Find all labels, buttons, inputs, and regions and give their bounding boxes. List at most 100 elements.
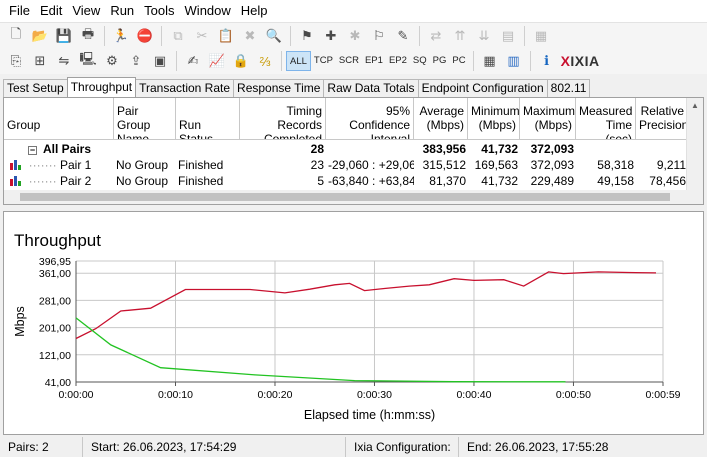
col-measured-time[interactable]: Measured Time (sec)	[576, 98, 636, 140]
link-icon[interactable]: ⇋	[58, 53, 70, 68]
run-status: Finished	[178, 174, 224, 188]
endpoint-icon[interactable]: ⎘	[10, 53, 22, 68]
chart-view-icon[interactable]: ▥	[507, 53, 520, 68]
menu-bar: File Edit View Run Tools Window Help	[0, 0, 707, 22]
col-run-status[interactable]: Run Status	[176, 98, 240, 140]
copy-icon[interactable]: ⧉	[173, 27, 183, 43]
tab-throughput[interactable]: Throughput	[66, 77, 137, 97]
table-row[interactable]: ······· Pair 1 No Group Finished 23 -29,…	[4, 157, 688, 173]
pair-group-name: No Group	[116, 158, 169, 172]
timing-records: 5	[317, 174, 324, 188]
lock-icon[interactable]: 🔒	[232, 53, 250, 68]
info-icon[interactable]: ℹ	[544, 53, 550, 68]
menu-file[interactable]: File	[9, 3, 30, 18]
average: 81,370	[429, 174, 466, 188]
y-tick-label: 281,00	[39, 295, 71, 307]
col-maximum[interactable]: Maximum (Mbps)	[520, 98, 576, 140]
menu-tools[interactable]: Tools	[144, 3, 175, 18]
edit-script-icon[interactable]: ✍	[187, 53, 199, 68]
menu-view[interactable]: View	[72, 3, 101, 18]
edit-pair-icon[interactable]: ✎	[397, 27, 409, 43]
tab-endpoint-configuration[interactable]: Endpoint Configuration	[417, 79, 548, 97]
throughput-chart: Throughput 41,00 121,00 201,00 281,00 361,003…	[13, 231, 681, 422]
col-timing-records[interactable]: Timing Records Completed	[240, 98, 326, 140]
summary-maximum: 372,093	[530, 142, 574, 156]
cut-icon[interactable]: ✂	[196, 27, 208, 43]
numbered-list-icon[interactable]: ⅔	[259, 53, 271, 69]
filter-pc-button[interactable]: PC	[452, 55, 466, 66]
chart-icon[interactable]: 📈	[208, 53, 226, 68]
menu-run[interactable]: Run	[110, 3, 135, 18]
minimum: 41,732	[481, 174, 518, 188]
monitor-icon[interactable]: 🖳	[79, 51, 97, 66]
secondary-toolbar: ⎘ ⊞ ⇋ 🖳 ⚙ ⇪ ▣ ✍ 📈 🔒 ⅔ ALL TCP SCR EP1 EP…	[0, 48, 707, 74]
pair-icon[interactable]: ⚑	[301, 27, 313, 43]
report-icon[interactable]: ▣	[153, 53, 167, 68]
tab-transaction-rate[interactable]: Transaction Rate	[135, 79, 235, 97]
x-tick-label: 0:00:59	[645, 389, 680, 401]
multicast-icon[interactable]: ✱	[349, 27, 361, 43]
group-icon[interactable]: ⚐	[373, 27, 385, 43]
filter-scr-button[interactable]: SCR	[338, 55, 359, 66]
col-group[interactable]: Group	[4, 98, 114, 140]
tab-test-setup[interactable]: Test Setup	[3, 79, 68, 97]
col-pair-group-name[interactable]: Pair Group Name	[114, 98, 176, 140]
move-up-icon[interactable]: ⇈	[454, 27, 466, 43]
table-row[interactable]: ······· Pair 2 No Group Finished 5 -63,8…	[4, 173, 688, 189]
run-icon[interactable]: 🏃	[112, 27, 130, 43]
export-icon[interactable]: ⇪	[130, 53, 142, 68]
filter-ep1-button[interactable]: EP1	[364, 55, 383, 66]
tab-response-time[interactable]: Response Time	[233, 79, 325, 97]
filter-sq-button[interactable]: SQ	[412, 55, 427, 66]
pair-chart-icon	[10, 174, 22, 186]
grid-horizontal-scrollbar[interactable]	[4, 190, 703, 204]
confidence-interval: -29,060 : +29,060	[328, 158, 414, 172]
tab-raw-data-totals[interactable]: Raw Data Totals	[323, 79, 419, 97]
col-relative-precision[interactable]: Relative Precision	[636, 98, 688, 140]
scroll-thumb[interactable]	[20, 193, 670, 201]
grid-vertical-scrollbar[interactable]: ▲	[686, 98, 703, 192]
delete-icon[interactable]: ✖	[244, 27, 256, 43]
col-minimum[interactable]: Minimum (Mbps)	[468, 98, 520, 140]
scroll-up-icon[interactable]: ▲	[691, 101, 699, 110]
status-pairs: Pairs: 2	[0, 437, 83, 457]
tab-802-11[interactable]: 802.11	[546, 79, 591, 97]
menu-window[interactable]: Window	[184, 3, 231, 18]
print-icon[interactable]: 🖶	[81, 25, 95, 41]
paste-icon[interactable]: 📋	[217, 27, 235, 43]
measured-time: 49,158	[597, 174, 634, 188]
swap-icon[interactable]: ⇄	[430, 27, 442, 43]
col-average[interactable]: Average (Mbps)	[414, 98, 468, 140]
summary-average: 383,956	[422, 142, 466, 156]
menu-edit[interactable]: Edit	[39, 3, 63, 18]
new-file-icon[interactable]: 🗋	[10, 25, 22, 41]
filter-tcp-button[interactable]: TCP	[313, 55, 333, 66]
x-axis-label: Elapsed time (h:mm:ss)	[304, 408, 435, 422]
ixia-logo: XIXIA	[560, 53, 600, 69]
collapse-icon[interactable]: −	[28, 145, 37, 155]
y-tick-label: 201,00	[39, 323, 71, 335]
grid-icon[interactable]: ▦	[534, 27, 548, 43]
menu-help[interactable]: Help	[240, 3, 268, 18]
pair-label: Pair 2	[59, 174, 92, 188]
move-down-icon[interactable]: ⇊	[478, 27, 490, 43]
summary-row[interactable]: − All Pairs 28 383,956 41,732 372,093	[4, 141, 576, 157]
relative-precision: 78,456	[649, 174, 686, 188]
stop-icon[interactable]: ⛔	[136, 27, 154, 43]
col-confidence-interval[interactable]: 95% Confidence Interval	[326, 98, 414, 140]
status-start: Start: 26.06.2023, 17:54:29	[83, 437, 346, 457]
filter-ep2-button[interactable]: EP2	[388, 55, 407, 66]
network-icon[interactable]: ⊞	[34, 53, 46, 68]
add-pair-icon[interactable]: ✚	[325, 27, 337, 43]
filter-all-button[interactable]: ALL	[286, 51, 311, 71]
x-tick-label: 0:00:20	[257, 389, 292, 401]
open-folder-icon[interactable]: 📂	[31, 27, 49, 43]
filter-pg-button[interactable]: PG	[432, 55, 447, 66]
save-icon[interactable]: 💾	[55, 27, 73, 43]
table-icon[interactable]: ▦	[483, 53, 496, 68]
hardware-icon[interactable]: ⚙	[106, 53, 118, 68]
status-bar: Pairs: 2 Start: 26.06.2023, 17:54:29 Ixi…	[0, 437, 707, 457]
y-axis-label: Mbps	[13, 306, 27, 337]
find-icon[interactable]: 🔍	[265, 27, 283, 43]
layout-icon[interactable]: ▤	[501, 27, 515, 43]
